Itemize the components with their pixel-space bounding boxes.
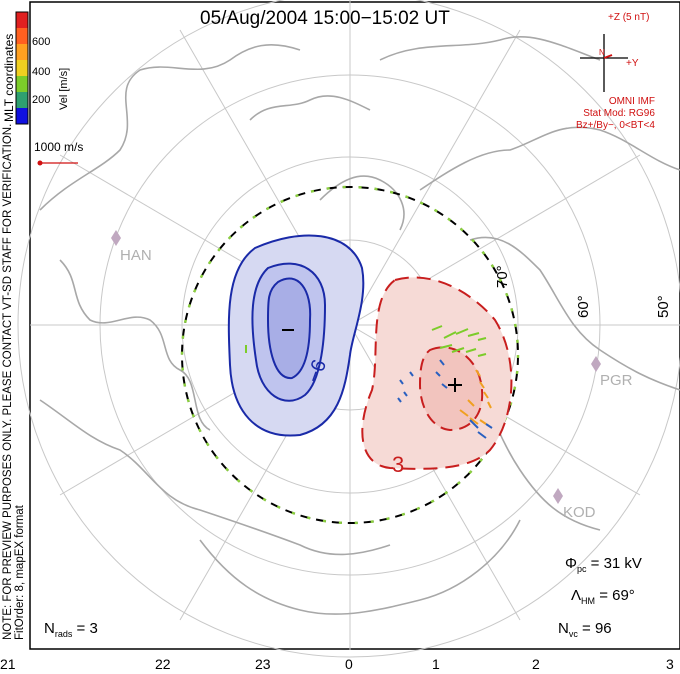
- imf-model-info: OMNI IMF Stat Mod: RG96 Bz+/By−, 0<BT<4: [576, 96, 655, 132]
- nrads-subscript: rads: [54, 629, 73, 639]
- imf-model-line-2: Stat Mod: RG96: [583, 108, 655, 119]
- colorbar-tick-600: 600: [32, 36, 51, 48]
- station-marker-han: [108, 230, 124, 246]
- mlt-label-3: 3: [666, 656, 674, 672]
- latitude-label-70: 70°: [494, 265, 511, 288]
- phi-symbol: Φ: [565, 555, 577, 572]
- station-marker-pgr: [588, 356, 604, 372]
- colorbar-band-4: [16, 60, 28, 76]
- lambda-symbol: Λ: [571, 587, 582, 604]
- mlt-label-2: 2: [532, 656, 540, 672]
- imf-n-label: N: [599, 48, 605, 57]
- positive-contour-label: 3: [392, 452, 405, 477]
- colorbar-band-2: [16, 28, 28, 44]
- imf-clock: [580, 34, 628, 92]
- imf-z-label: +Z (5 nT): [608, 12, 650, 23]
- station-markers: [108, 230, 604, 504]
- hm-latitude: ΛHM = 69°: [571, 587, 635, 606]
- colorbar-label: Vel [m/s]: [58, 67, 70, 110]
- velocity-vectors: [245, 325, 493, 439]
- preview-note-line-1: NOTE: FOR PREVIEW PURPOSES ONLY. PLEASE …: [2, 123, 14, 640]
- scale-vector: [37, 160, 78, 166]
- vector-count: Nvc = 96: [558, 620, 612, 639]
- colorbar-frame: [15, 11, 29, 125]
- nrads-symbol: N: [44, 620, 55, 637]
- station-label-pgr: PGR: [600, 372, 633, 389]
- radar-count: Nrads = 3: [44, 620, 98, 639]
- imf-model-line-3: Bz+/By−, 0<BT<4: [576, 120, 655, 131]
- hm-boundary-vectors: [180, 185, 520, 525]
- latitude-label-50: 50°: [655, 295, 672, 318]
- velocity-colorbar: [15, 11, 29, 125]
- preview-note: NOTE: FOR PREVIEW PURPOSES ONLY. PLEASE …: [2, 124, 26, 640]
- preview-note-line-2: FitOrder: 8, mapEX format: [14, 505, 26, 640]
- colorbar-band-3: [16, 44, 28, 60]
- colorbar-band-5: [16, 76, 28, 92]
- latitude-label-60: 60°: [575, 295, 592, 318]
- nvc-subscript: vc: [568, 629, 578, 639]
- mlt-label-0: 0: [345, 656, 353, 672]
- lambda-value: = 69°: [595, 587, 635, 604]
- map-title: 05/Aug/2004 15:00−15:02 UT: [200, 8, 450, 29]
- nvc-value: = 96: [577, 620, 612, 637]
- colorbar-band-6: [16, 92, 28, 108]
- negative-cell: [227, 234, 365, 437]
- colorbar-band-1: [16, 12, 28, 28]
- mlt-label-23: 23: [255, 656, 271, 672]
- imf-model-line-1: OMNI IMF: [608, 96, 655, 107]
- phi-subscript: pc: [576, 564, 587, 574]
- station-marker-kod: [550, 488, 566, 504]
- phi-value: = 31 kV: [586, 555, 642, 572]
- nvc-symbol: N: [558, 620, 569, 637]
- imf-y-label: +Y: [626, 58, 639, 69]
- cross-polar-potential: Φpc = 31 kV: [565, 555, 642, 574]
- mlt-label-22: 22: [155, 656, 171, 672]
- mlt-label-1: 1: [432, 656, 440, 672]
- colorbar-band-7: [16, 108, 28, 124]
- colorbar-tick-400: 400: [32, 66, 51, 78]
- mlt-label-21: 21: [0, 656, 16, 672]
- station-label-han: HAN: [120, 247, 152, 264]
- latitude-circle-50: [17, 0, 680, 658]
- scale-vector-label: 1000 m/s: [34, 140, 84, 154]
- colorbar-tick-200: 200: [32, 94, 51, 106]
- lambda-subscript: HM: [581, 596, 596, 606]
- station-label-kod: KOD: [563, 504, 596, 521]
- nrads-value: = 3: [72, 620, 98, 637]
- positive-cell-inner: [418, 346, 484, 432]
- coordinates-label: MLT coordinates: [2, 33, 16, 122]
- negative-cell-inner: [266, 277, 312, 380]
